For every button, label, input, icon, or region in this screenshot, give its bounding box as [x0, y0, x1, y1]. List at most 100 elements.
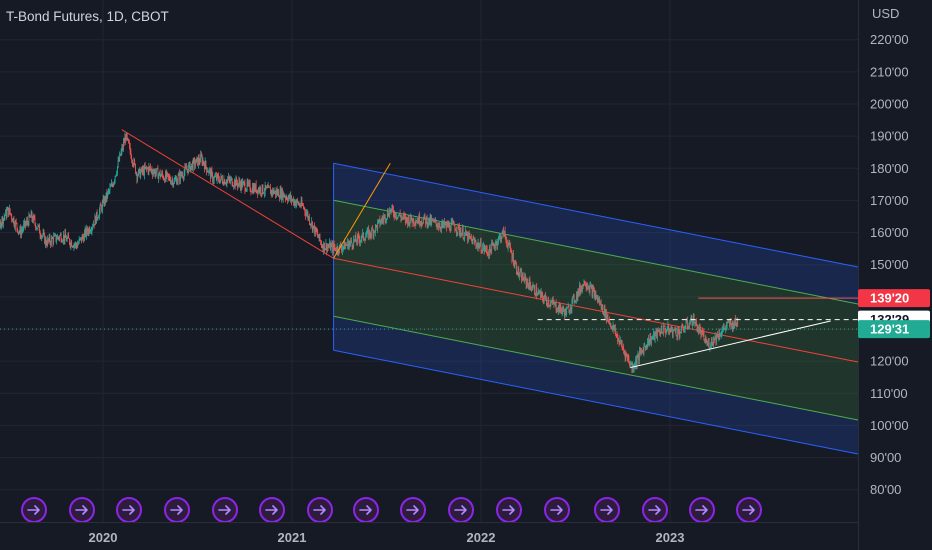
candle-body — [283, 192, 285, 197]
candle-body — [249, 182, 251, 191]
candle-body — [249, 182, 250, 184]
event-markers[interactable] — [21, 497, 762, 523]
candle-body — [660, 328, 662, 334]
candle-body — [495, 244, 496, 248]
event-marker[interactable] — [689, 497, 715, 523]
candle-body — [478, 243, 480, 249]
candle-body — [653, 331, 655, 337]
candle-body — [644, 346, 646, 348]
candle-body — [481, 251, 483, 253]
candle-body — [726, 325, 727, 327]
candle-body — [350, 240, 352, 243]
candle-body — [678, 330, 680, 337]
candle-body — [420, 222, 422, 225]
candle-body — [89, 228, 91, 233]
event-marker[interactable] — [259, 497, 285, 523]
candle-body — [536, 287, 538, 296]
candle-body — [262, 184, 264, 193]
candle-body — [716, 333, 718, 342]
candle-body — [605, 309, 607, 318]
candle-body — [441, 225, 442, 230]
price-tick-label: 170'00 — [870, 193, 909, 208]
candle-body — [361, 234, 363, 240]
regression-channel[interactable] — [333, 162, 859, 455]
candle-body — [95, 216, 97, 224]
drawing-tools[interactable] — [0, 129, 858, 369]
candle-body — [474, 239, 475, 242]
candle-body — [588, 287, 589, 289]
event-marker[interactable] — [307, 497, 333, 523]
candle-body — [697, 329, 699, 332]
candle-body — [225, 183, 227, 185]
candle-body — [81, 237, 82, 242]
candle-body — [136, 172, 138, 180]
candle-body — [714, 335, 716, 340]
candle-body — [509, 242, 511, 246]
candle-body — [579, 285, 580, 294]
candle-body — [708, 342, 710, 349]
candle-body — [553, 302, 555, 305]
candle-body — [712, 343, 714, 345]
candle-body — [635, 359, 637, 366]
event-marker[interactable] — [642, 497, 668, 523]
candle-body — [35, 223, 37, 229]
event-marker[interactable] — [353, 497, 379, 523]
candle-body — [336, 250, 337, 252]
candle-body — [476, 244, 478, 248]
event-marker[interactable] — [21, 497, 47, 523]
candle-body — [188, 165, 190, 173]
candle-body — [342, 246, 344, 249]
candle-body — [116, 173, 118, 176]
candle-body — [352, 246, 354, 248]
candle-body — [321, 246, 323, 248]
candle-body — [237, 183, 239, 187]
candle-body — [239, 180, 241, 185]
candle-body — [571, 300, 573, 310]
candle-body — [519, 271, 521, 276]
candle-body — [450, 222, 452, 232]
candle-body — [213, 180, 214, 182]
candle-body — [381, 219, 382, 223]
candle-body — [198, 157, 200, 162]
candle-body — [393, 214, 395, 217]
candle-body — [76, 245, 78, 248]
event-marker[interactable] — [212, 497, 238, 523]
event-marker[interactable] — [496, 497, 522, 523]
candle-body — [231, 178, 233, 186]
candle-body — [381, 219, 383, 221]
candle-body — [475, 241, 477, 245]
candle-body — [242, 182, 244, 188]
event-marker[interactable] — [116, 497, 142, 523]
candle-body — [396, 217, 398, 219]
event-marker[interactable] — [594, 497, 620, 523]
candle-body — [710, 345, 712, 348]
time-axis[interactable]: 2020 2021 2022 2023 — [0, 522, 858, 546]
candle-body — [205, 161, 207, 167]
candle-body — [564, 311, 565, 317]
candle-body — [717, 333, 718, 338]
price-tick-label: 100'00 — [870, 418, 909, 433]
event-marker[interactable] — [164, 497, 190, 523]
event-marker[interactable] — [736, 497, 762, 523]
event-marker[interactable] — [448, 497, 474, 523]
candle-body — [447, 223, 449, 227]
candle-body — [317, 232, 319, 237]
candle-body — [537, 291, 539, 295]
candle-body — [465, 230, 467, 236]
event-marker[interactable] — [69, 497, 95, 523]
candle-body — [609, 323, 611, 325]
candle-body — [254, 185, 256, 191]
candle-body — [281, 189, 283, 199]
event-marker[interactable] — [544, 497, 570, 523]
event-marker[interactable] — [400, 497, 426, 523]
candle-body — [130, 151, 132, 159]
price-axis[interactable]: USD80'0090'00100'00110'00120'00130'00140… — [858, 0, 932, 550]
candle-body — [297, 199, 298, 202]
candle-body — [266, 187, 268, 189]
candle-body — [342, 248, 343, 251]
candle-body — [543, 298, 544, 302]
candle-body — [663, 325, 665, 327]
candle-body — [329, 242, 331, 247]
candle-body — [583, 280, 585, 287]
